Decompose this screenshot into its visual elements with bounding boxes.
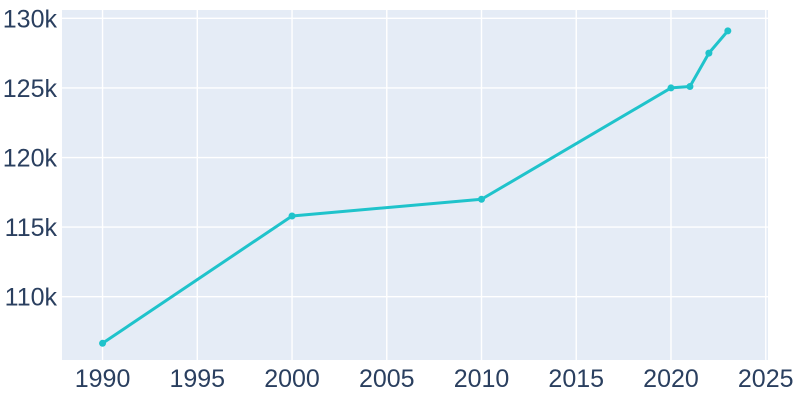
x-tick-label-1990: 1990 <box>75 365 131 393</box>
x-tick-label-2015: 2015 <box>548 365 604 393</box>
data-point-2021[interactable] <box>686 83 694 91</box>
data-point-1990[interactable] <box>99 339 107 347</box>
x-tick-label-1995: 1995 <box>169 365 225 393</box>
y-tick-label-130k: 130k <box>3 5 58 33</box>
data-point-2000[interactable] <box>288 212 296 220</box>
x-tick-label-2020: 2020 <box>643 365 699 393</box>
y-tick-label-125k: 125k <box>3 75 58 103</box>
x-tick-label-2025: 2025 <box>738 365 794 393</box>
plot-area[interactable] <box>62 10 768 360</box>
data-point-2022[interactable] <box>705 49 713 57</box>
y-tick-label-110k: 110k <box>5 284 58 312</box>
data-point-2020[interactable] <box>667 84 675 92</box>
x-tick-label-2005: 2005 <box>359 365 415 393</box>
y-tick-label-120k: 120k <box>3 145 58 173</box>
x-tick-label-2000: 2000 <box>264 365 320 393</box>
y-tick-label-115k: 115k <box>5 214 58 242</box>
x-tick-label-2010: 2010 <box>454 365 510 393</box>
data-point-2023[interactable] <box>724 27 732 35</box>
data-point-2010[interactable] <box>478 195 486 203</box>
